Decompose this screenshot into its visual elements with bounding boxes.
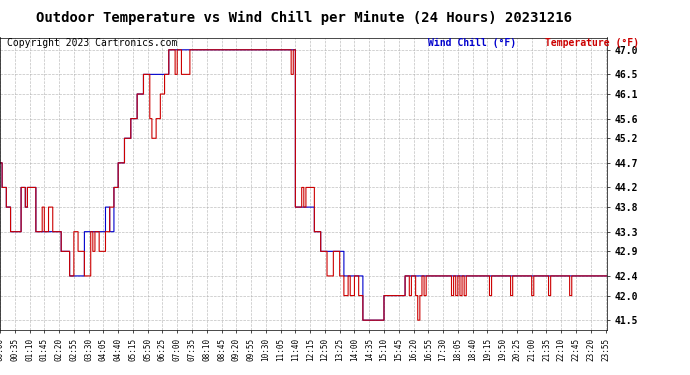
Text: Copyright 2023 Cartronics.com: Copyright 2023 Cartronics.com xyxy=(7,38,177,48)
Text: Temperature (°F): Temperature (°F) xyxy=(545,38,639,48)
Text: Wind Chill (°F): Wind Chill (°F) xyxy=(428,38,516,48)
Text: Outdoor Temperature vs Wind Chill per Minute (24 Hours) 20231216: Outdoor Temperature vs Wind Chill per Mi… xyxy=(36,11,571,26)
